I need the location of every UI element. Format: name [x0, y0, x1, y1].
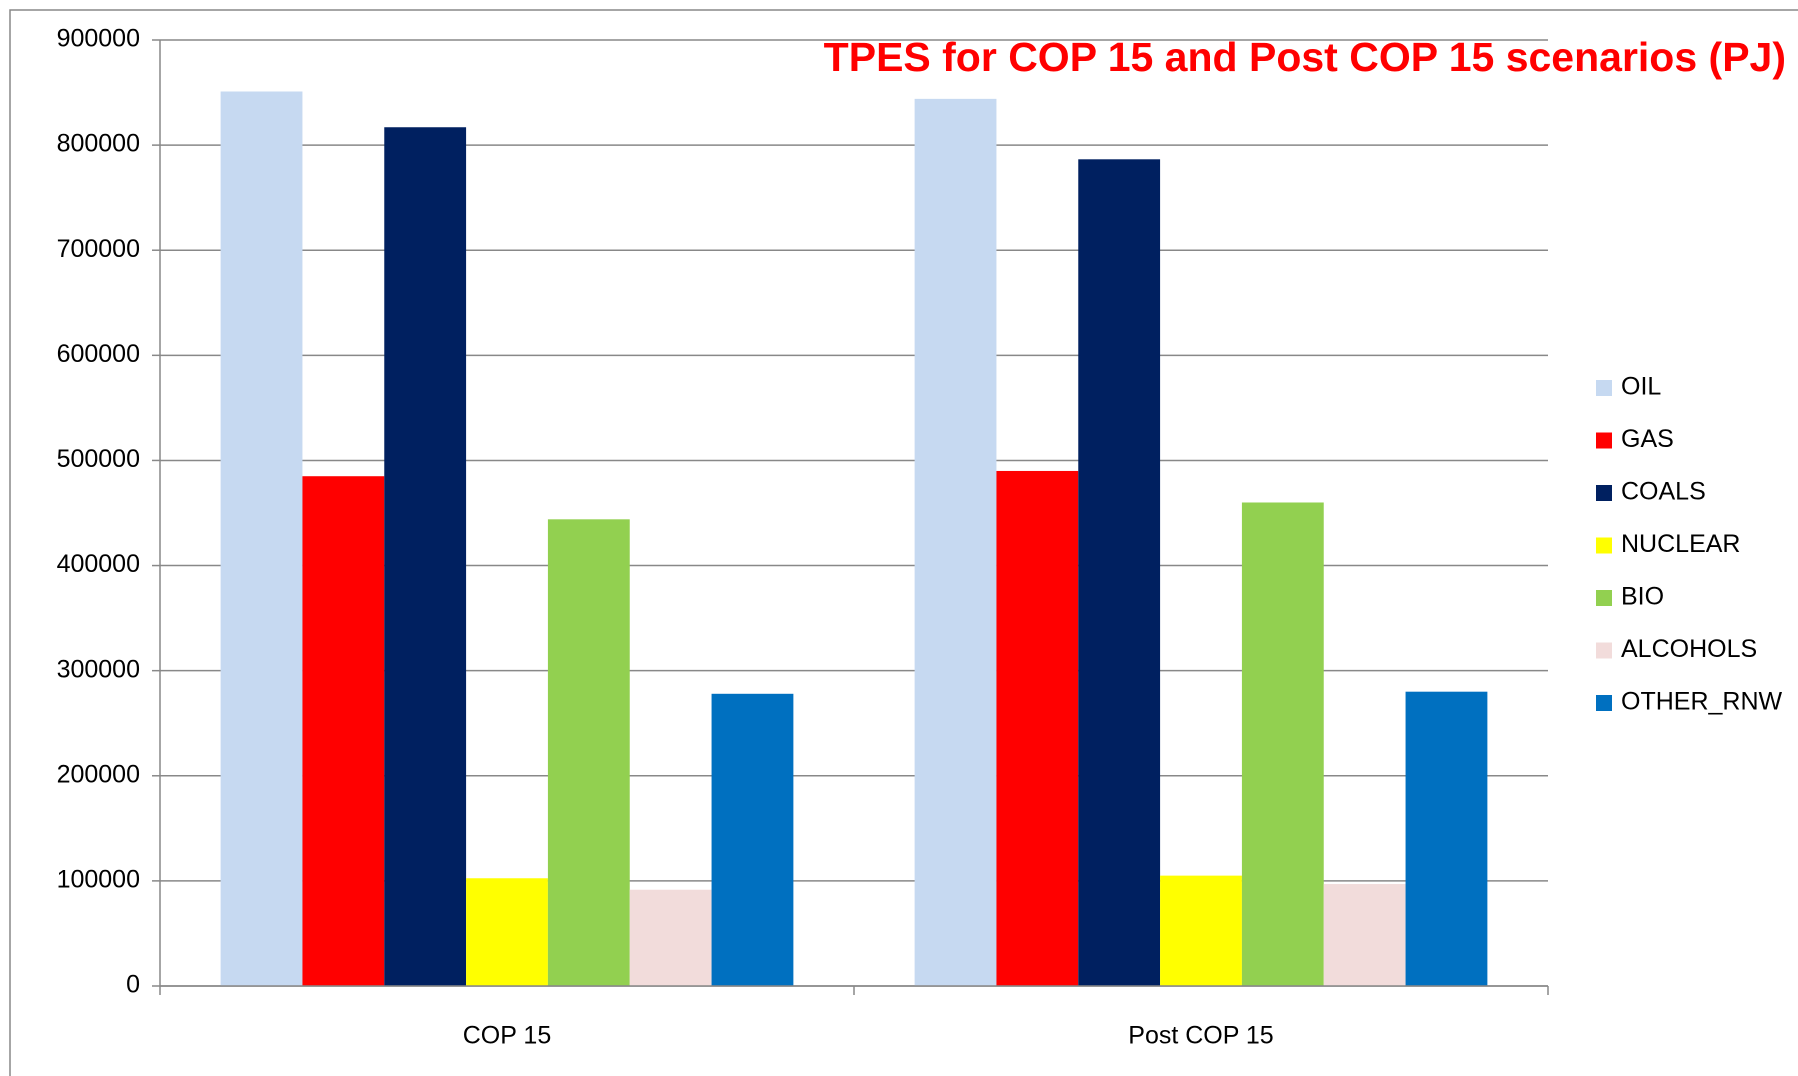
bar — [996, 470, 1079, 986]
legend-label: COALS — [1621, 478, 1706, 506]
chart-title: TPES for COP 15 and Post COP 15 scenario… — [824, 34, 1786, 80]
bar — [1323, 884, 1406, 986]
legend-label: ALCOHOLS — [1621, 635, 1757, 663]
x-tick-label: COP 15 — [463, 1022, 551, 1050]
y-tick-label: 900000 — [57, 25, 140, 53]
y-tick-label: 200000 — [57, 760, 140, 788]
bar — [1241, 502, 1324, 986]
legend-label: GAS — [1621, 425, 1674, 453]
legend-swatch — [1596, 537, 1612, 554]
legend-swatch — [1596, 432, 1612, 449]
bar — [1078, 159, 1161, 986]
y-tick-label: 600000 — [57, 340, 140, 368]
bar — [466, 878, 548, 986]
legend-label: BIO — [1621, 583, 1664, 611]
y-tick-label: 700000 — [57, 235, 140, 263]
legend-swatch — [1596, 380, 1612, 396]
legend-swatch — [1596, 485, 1612, 501]
bar — [384, 127, 467, 986]
y-tick-label: 300000 — [57, 655, 140, 683]
y-tick-label: 400000 — [57, 550, 140, 578]
bar — [914, 98, 997, 986]
legend-swatch — [1596, 590, 1612, 606]
legend-label: OTHER_RNW — [1621, 688, 1783, 716]
bar — [220, 91, 303, 986]
y-tick-label: 500000 — [57, 445, 140, 473]
y-tick-label: 100000 — [57, 865, 140, 893]
legend-label: NUCLEAR — [1621, 530, 1740, 558]
x-tick-label: Post COP 15 — [1128, 1022, 1273, 1050]
legend-swatch — [1596, 695, 1612, 711]
bar — [629, 889, 712, 986]
legend-swatch — [1596, 642, 1612, 659]
chart-frame — [9, 9, 1798, 1076]
y-tick-label: 0 — [126, 971, 140, 999]
legend-label: OIL — [1621, 373, 1661, 401]
bar — [1405, 691, 1488, 986]
bar — [302, 476, 385, 986]
y-tick-label: 800000 — [57, 130, 140, 158]
bar — [547, 519, 630, 986]
bar — [1160, 875, 1242, 986]
bar — [711, 693, 794, 986]
